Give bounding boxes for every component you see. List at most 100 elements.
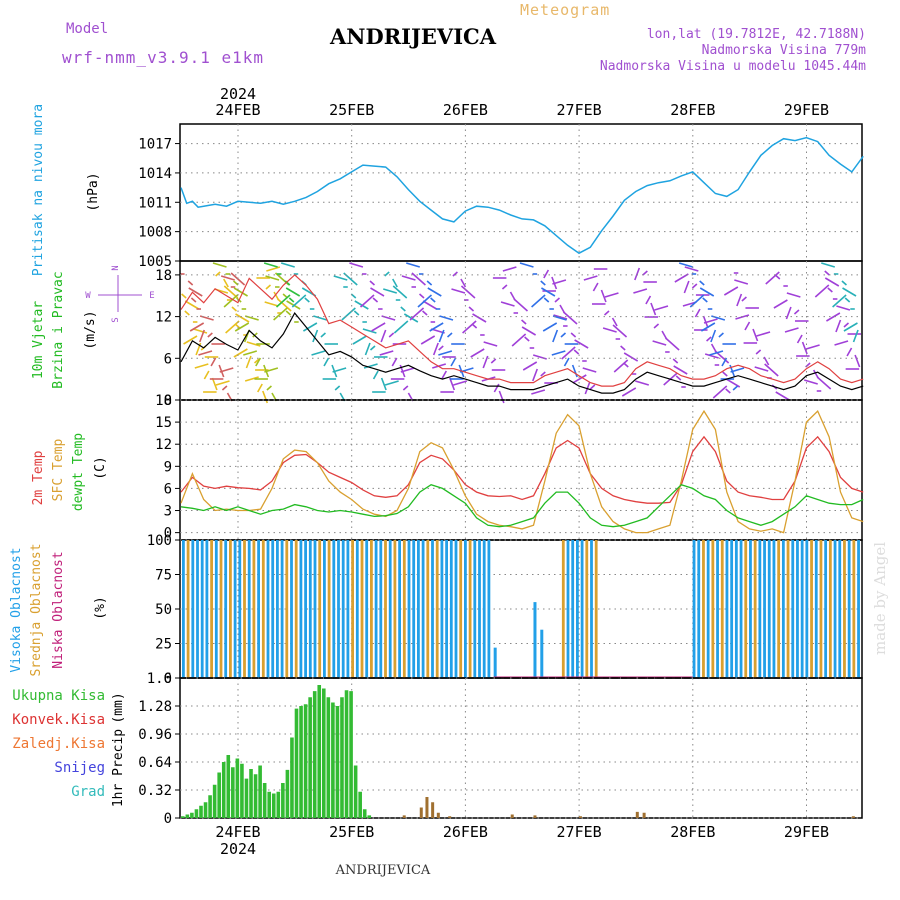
wind-barb xyxy=(183,335,198,345)
cloud-bar xyxy=(786,540,790,678)
precip-bar xyxy=(321,688,326,818)
cloud-bar xyxy=(313,540,317,678)
temp-ytick-label: 12 xyxy=(155,437,172,453)
pressure-ytick-label: 1017 xyxy=(138,137,172,153)
wind-barb xyxy=(472,313,487,323)
cloud-bar xyxy=(791,540,795,678)
bottom-date-label: 27FEB xyxy=(557,823,602,841)
wind-barb xyxy=(502,266,517,272)
wind-barb xyxy=(672,358,679,364)
cloud-bar xyxy=(280,540,284,678)
wind-barb xyxy=(244,376,259,382)
cloud-bar xyxy=(473,540,477,678)
wind-barb xyxy=(471,323,478,329)
wind-barb xyxy=(623,352,639,362)
wind-barb xyxy=(570,332,577,338)
precip-bar xyxy=(317,685,322,818)
wind-barb xyxy=(683,280,690,294)
wind-ytick-label: 0 xyxy=(164,393,172,409)
precip-ytick-label: 0.64 xyxy=(138,755,172,771)
wind-barb xyxy=(275,294,291,308)
wind-barb xyxy=(450,357,457,367)
pressure-unit: (hPa) xyxy=(86,172,101,211)
cloud-bar xyxy=(454,540,458,678)
cloud-bar xyxy=(725,540,729,678)
precip-legend: Ukupna Kisa Konvek.Kisa Zaledj.Kisa Snijeg G… xyxy=(12,688,105,800)
wind-barb xyxy=(211,377,218,391)
wind-barb xyxy=(451,288,466,294)
precip-bar xyxy=(533,815,537,818)
temp-2m-line xyxy=(180,435,864,504)
wind-barb xyxy=(621,387,637,397)
cloud-bar xyxy=(285,540,289,678)
wind-barb xyxy=(691,283,698,289)
wind-barb xyxy=(380,377,387,391)
wind-barb xyxy=(843,322,850,328)
cloud-bar xyxy=(318,540,322,678)
top-date-label: 24FEB xyxy=(215,101,260,119)
wind-barb xyxy=(383,288,397,294)
wind-barb xyxy=(393,320,409,334)
precip-ylabel: 1hr Precip xyxy=(111,729,126,807)
wind-barb xyxy=(311,350,326,356)
wind-barb xyxy=(438,345,444,351)
wind-barb xyxy=(384,380,399,386)
wind-barb xyxy=(243,350,258,356)
cloud-bar xyxy=(828,540,832,678)
footer-station: ANDRIJEVICA xyxy=(335,863,431,878)
wind-barb xyxy=(220,275,235,281)
cloud-ylabel-2: Srednja Oblacnost xyxy=(29,543,44,676)
precip-bar xyxy=(448,816,452,818)
wind-barb xyxy=(793,309,800,315)
precip-bar xyxy=(425,797,429,818)
precip-bar xyxy=(231,767,235,818)
precip-bar xyxy=(578,816,582,818)
pressure-panel: 1005 1008 1011 1014 1017 xyxy=(138,123,864,270)
cloud-bar xyxy=(435,540,439,678)
wind-barb xyxy=(563,357,570,367)
wind-barb xyxy=(723,286,739,296)
wind-gust-line xyxy=(180,274,864,387)
precip-bar xyxy=(181,816,185,818)
precip-bar xyxy=(267,791,272,818)
temp-ylabel-3: dewpt Temp xyxy=(71,433,86,511)
wind-barb xyxy=(369,280,376,286)
cloud-bar xyxy=(214,540,218,678)
precip-bar xyxy=(249,769,253,818)
wind-barb xyxy=(805,344,820,350)
wind-barb xyxy=(572,374,587,384)
wind-barb xyxy=(420,335,436,345)
wind-barb xyxy=(786,292,801,298)
wind-barb xyxy=(543,297,550,303)
wind-barb xyxy=(834,340,849,346)
wind-barb xyxy=(406,262,420,268)
wind-barb xyxy=(312,329,319,343)
wind-barb xyxy=(280,262,295,268)
cloud-bar xyxy=(370,540,373,678)
wind-barb xyxy=(784,327,799,333)
wind-barb xyxy=(234,323,241,329)
cloud-bar xyxy=(459,540,463,678)
wind-barb xyxy=(246,341,261,347)
wind-barb xyxy=(417,294,433,308)
wind-barb xyxy=(554,297,561,303)
wind-barb xyxy=(498,390,505,404)
wind-barb xyxy=(801,341,808,355)
cloud-bar xyxy=(739,540,743,678)
wind-barb xyxy=(821,262,836,268)
wind-barb xyxy=(333,275,348,281)
wind-barb xyxy=(470,348,485,358)
precip-bar xyxy=(271,793,276,818)
bottom-date-label: 26FEB xyxy=(443,823,488,841)
wind-barb xyxy=(702,297,708,303)
temp-ytick-label: 9 xyxy=(164,459,172,475)
wind-barb xyxy=(718,332,724,338)
precip-bar xyxy=(208,795,212,818)
wind-barb xyxy=(313,315,328,321)
precip-bar xyxy=(419,807,423,818)
wind-barb xyxy=(349,262,364,268)
wind-barb xyxy=(725,378,741,388)
cloud-bar xyxy=(360,540,364,678)
precip-bar xyxy=(335,706,340,818)
cloud-bar xyxy=(449,540,453,678)
